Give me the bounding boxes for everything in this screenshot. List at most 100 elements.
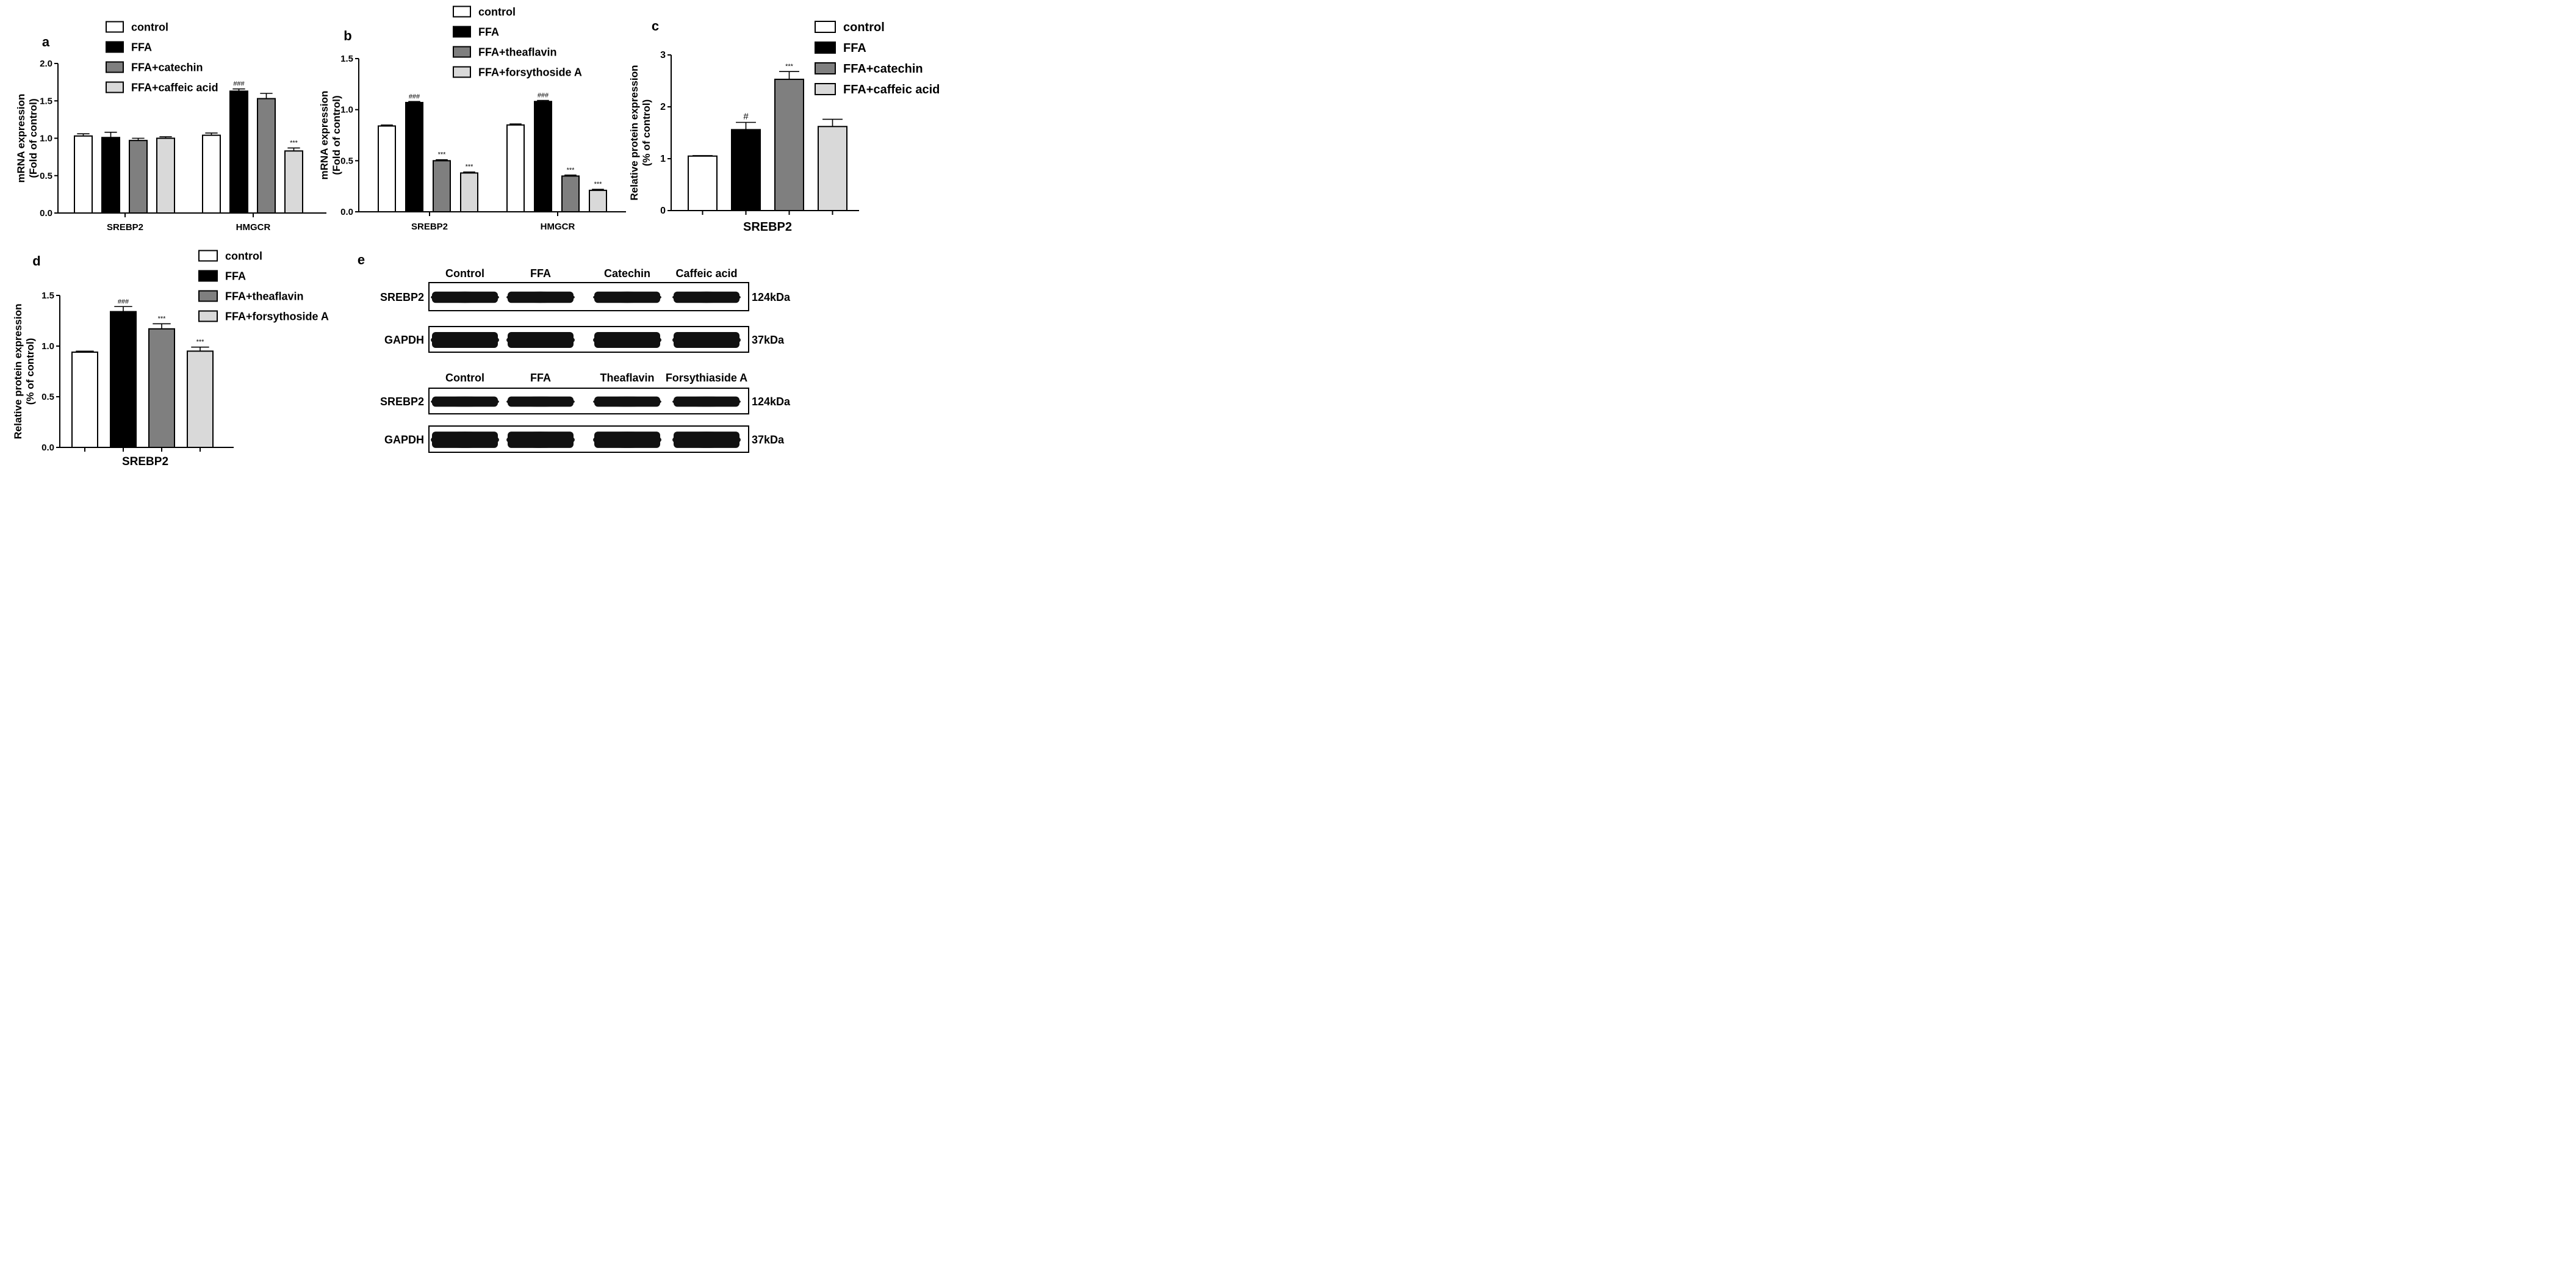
figure: a 0.0 0.5 1.0 1.5 2.0 mRNA expression(Fold of … [12, 5, 940, 468]
blot-band-core [508, 291, 574, 303]
significance-mark: *** [785, 63, 794, 70]
category-label: SREBP2 [743, 220, 792, 234]
blot-group-2: Control FFA Theaflavin Forsythiaside A SREBP… [380, 372, 791, 453]
size-label: 37kDa [752, 334, 785, 346]
significance-mark: *** [290, 139, 298, 146]
y-tick-label: 1.5 [340, 54, 353, 64]
panel-d: d 0.0 0.5 1.0 1.5 Relative protein expression… [12, 250, 329, 468]
blot-band-core [508, 396, 574, 407]
legend-swatch [106, 41, 124, 53]
significance-mark: *** [196, 339, 205, 346]
lane-label: FFA [530, 372, 551, 384]
blot-band-core [508, 432, 574, 448]
bar-ffa-forsythoside-a [460, 172, 478, 212]
legend-label: control [843, 21, 885, 34]
blot-band-core [508, 331, 574, 349]
bar-control [378, 125, 396, 212]
category-label: SREBP2 [122, 455, 168, 468]
legend-swatch [815, 21, 836, 33]
lane-label: Catechin [604, 267, 650, 280]
bar-control [71, 351, 98, 449]
legend-label: FFA [131, 41, 152, 53]
category-label: SREBP2 [107, 222, 143, 233]
legend-label: control [131, 21, 168, 33]
y-tick-label: 0.0 [41, 443, 54, 453]
blot-band-core [432, 432, 498, 448]
y-tick-label: 1.5 [41, 291, 54, 301]
y-tick-label: 1.0 [40, 134, 52, 144]
significance-mark: *** [466, 164, 474, 171]
legend: control FFA FFA+catechin FFA+caffeic acid [106, 21, 218, 93]
category-label: HMGCR [236, 222, 271, 233]
panel-letter: b [344, 28, 351, 43]
legend-label: FFA [843, 42, 866, 55]
panel-letter: e [358, 252, 365, 267]
legend: control FFA FFA+catechin FFA+caffeic acid [815, 21, 940, 96]
legend-swatch [106, 81, 124, 93]
y-axis-label: mRNA expression(Fold of control) [15, 94, 39, 183]
blot-row-gapdh: GAPDH 37kDa [384, 326, 785, 353]
y-tick-label: 2.0 [40, 59, 52, 69]
legend-label: FFA+forsythoside A [478, 66, 582, 78]
legend-swatch [815, 42, 836, 54]
panel-e: e Control FFA Catechin Caffeic acid SREBP2 124… [358, 252, 791, 453]
bar-ffa-forsythoside-a [187, 350, 214, 448]
bar-control [74, 135, 93, 214]
panel-a: a 0.0 0.5 1.0 1.5 2.0 mRNA expression(Fold of … [15, 21, 326, 233]
y-tick-label: 0 [660, 206, 666, 216]
protein-label: GAPDH [384, 334, 424, 346]
bar-ffa [405, 101, 423, 212]
blot-band-core [594, 396, 660, 407]
y-tick-label: 0.5 [41, 392, 54, 402]
significance-mark: *** [438, 151, 447, 159]
significance-mark: *** [567, 167, 575, 174]
panel-letter: c [652, 18, 659, 34]
lane-label: FFA [530, 267, 551, 280]
bar-ffa [534, 101, 552, 212]
bar-control [202, 134, 221, 214]
y-tick-label: 1.0 [340, 105, 353, 115]
bar-ffa [731, 129, 761, 211]
panel-letter: a [42, 34, 50, 49]
legend-label: control [225, 250, 262, 262]
legend-swatch [815, 62, 836, 74]
bar-ffa [101, 137, 120, 214]
blot-band-core [674, 396, 739, 407]
significance-mark: ### [538, 92, 549, 99]
y-tick-label: 1.0 [41, 341, 54, 352]
bar-ffa-theaflavin [433, 160, 451, 213]
blot-row-srebp2: SREBP2 124kDa [380, 282, 791, 311]
legend-swatch [815, 83, 836, 95]
legend-label: FFA [478, 26, 499, 38]
bar-ffa-caffeic-acid [284, 150, 303, 214]
category-label: HMGCR [541, 222, 575, 232]
legend: control FFA FFA+theaflavin FFA+forsythoside… [453, 5, 582, 78]
legend-label: FFA+forsythoside A [225, 310, 329, 322]
bar-ffa-catechin [129, 140, 148, 214]
y-tick-label: 1 [660, 154, 666, 164]
significance-mark: *** [158, 315, 167, 322]
legend: control FFA FFA+theaflavin FFA+forsythoside… [198, 250, 329, 322]
significance-mark: # [743, 112, 749, 122]
size-label: 37kDa [752, 434, 785, 446]
blot-band-core [674, 432, 739, 448]
legend-label: FFA+caffeic acid [843, 83, 940, 96]
significance-mark: ### [118, 298, 129, 305]
lane-label: Control [445, 267, 484, 280]
bar-ffa-catechin [774, 78, 804, 211]
legend-swatch [453, 66, 471, 78]
bar-ffa [110, 311, 137, 448]
size-label: 124kDa [752, 396, 791, 408]
bar-control [688, 155, 718, 211]
significance-mark: *** [594, 181, 603, 188]
y-axis-label: Relative protein expression(% of control… [12, 303, 36, 439]
blot-row-gapdh: GAPDH 37kDa [384, 425, 785, 453]
legend-label: FFA+catechin [843, 62, 923, 76]
y-tick-label: 0.0 [40, 208, 52, 219]
legend-swatch [453, 26, 471, 38]
legend-swatch [106, 61, 124, 73]
legend-swatch [198, 290, 218, 302]
legend-swatch [453, 46, 471, 58]
legend-label: FFA [225, 270, 246, 282]
protein-label: GAPDH [384, 434, 424, 446]
